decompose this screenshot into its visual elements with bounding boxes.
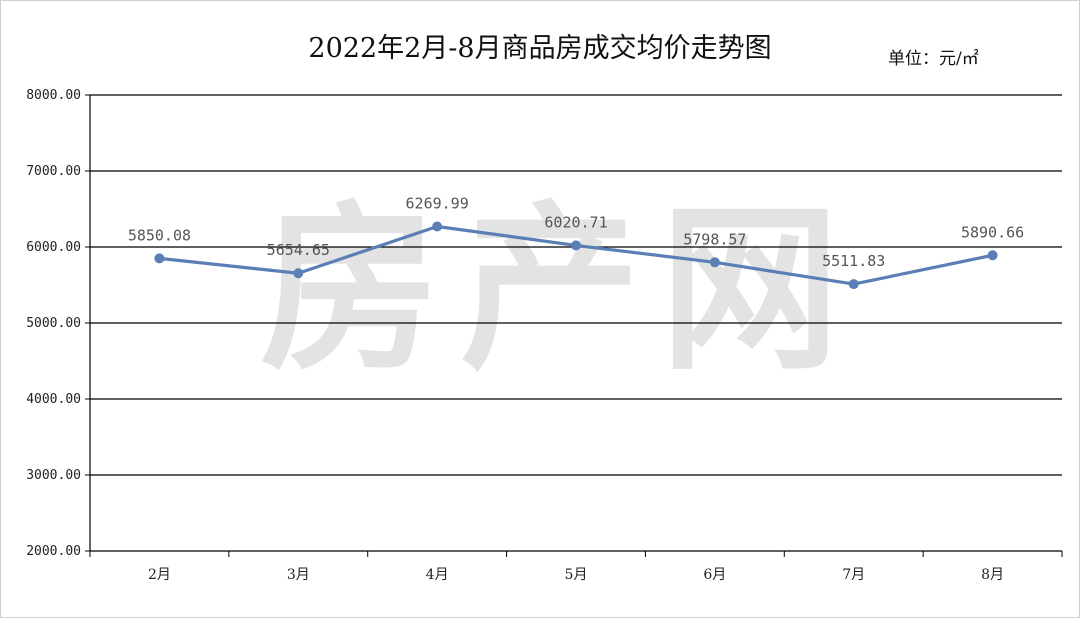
data-label: 5798.57 [683, 230, 746, 248]
y-tick-label: 3000.00 [26, 468, 81, 483]
unit-label: 单位：元/㎡ [888, 49, 979, 69]
x-tick-label: 7月 [842, 567, 865, 583]
y-tick-label: 7000.00 [26, 164, 81, 179]
data-point [709, 257, 720, 268]
axes [85, 94, 1063, 557]
data-point [571, 240, 581, 251]
y-axis-ticks: 2000.00 3000.00 4000.00 5000.00 6000.00 7000.… [26, 88, 81, 559]
x-tick-label: 2月 [148, 567, 171, 583]
data-point [432, 221, 443, 232]
data-point [154, 253, 165, 264]
x-tick-label: 4月 [426, 567, 449, 583]
y-tick-label: 4000.00 [26, 392, 81, 407]
data-label: 5890.66 [961, 223, 1024, 241]
x-tick-label: 5月 [565, 567, 588, 583]
x-tick-label: 6月 [703, 567, 726, 583]
x-tick-label: 8月 [981, 567, 1004, 583]
data-label: 6269.99 [406, 194, 469, 212]
data-point [987, 250, 998, 261]
data-label: 5654.65 [267, 241, 330, 259]
data-point [848, 279, 859, 290]
series-layer [154, 221, 998, 290]
data-point [293, 268, 304, 279]
chart-title: 2022年2月-8月商品房成交均价走势图 [308, 33, 772, 64]
gridlines [90, 94, 1062, 476]
watermark: 房产网 [260, 186, 860, 395]
data-label: 6020.71 [544, 213, 607, 231]
y-tick-label: 5000.00 [26, 316, 81, 331]
data-labels: 5850.08 5654.65 6269.99 6020.71 5798.57 5511.… [128, 194, 1024, 270]
data-label: 5850.08 [128, 226, 191, 244]
y-tick-label: 8000.00 [26, 88, 81, 103]
y-tick-label: 2000.00 [26, 544, 81, 559]
y-tick-label: 6000.00 [26, 240, 81, 255]
data-label: 5511.83 [822, 252, 885, 270]
x-tick-label: 3月 [287, 567, 310, 583]
x-axis-ticks: 2月 3月 4月 5月 6月 7月 8月 [148, 567, 1004, 583]
